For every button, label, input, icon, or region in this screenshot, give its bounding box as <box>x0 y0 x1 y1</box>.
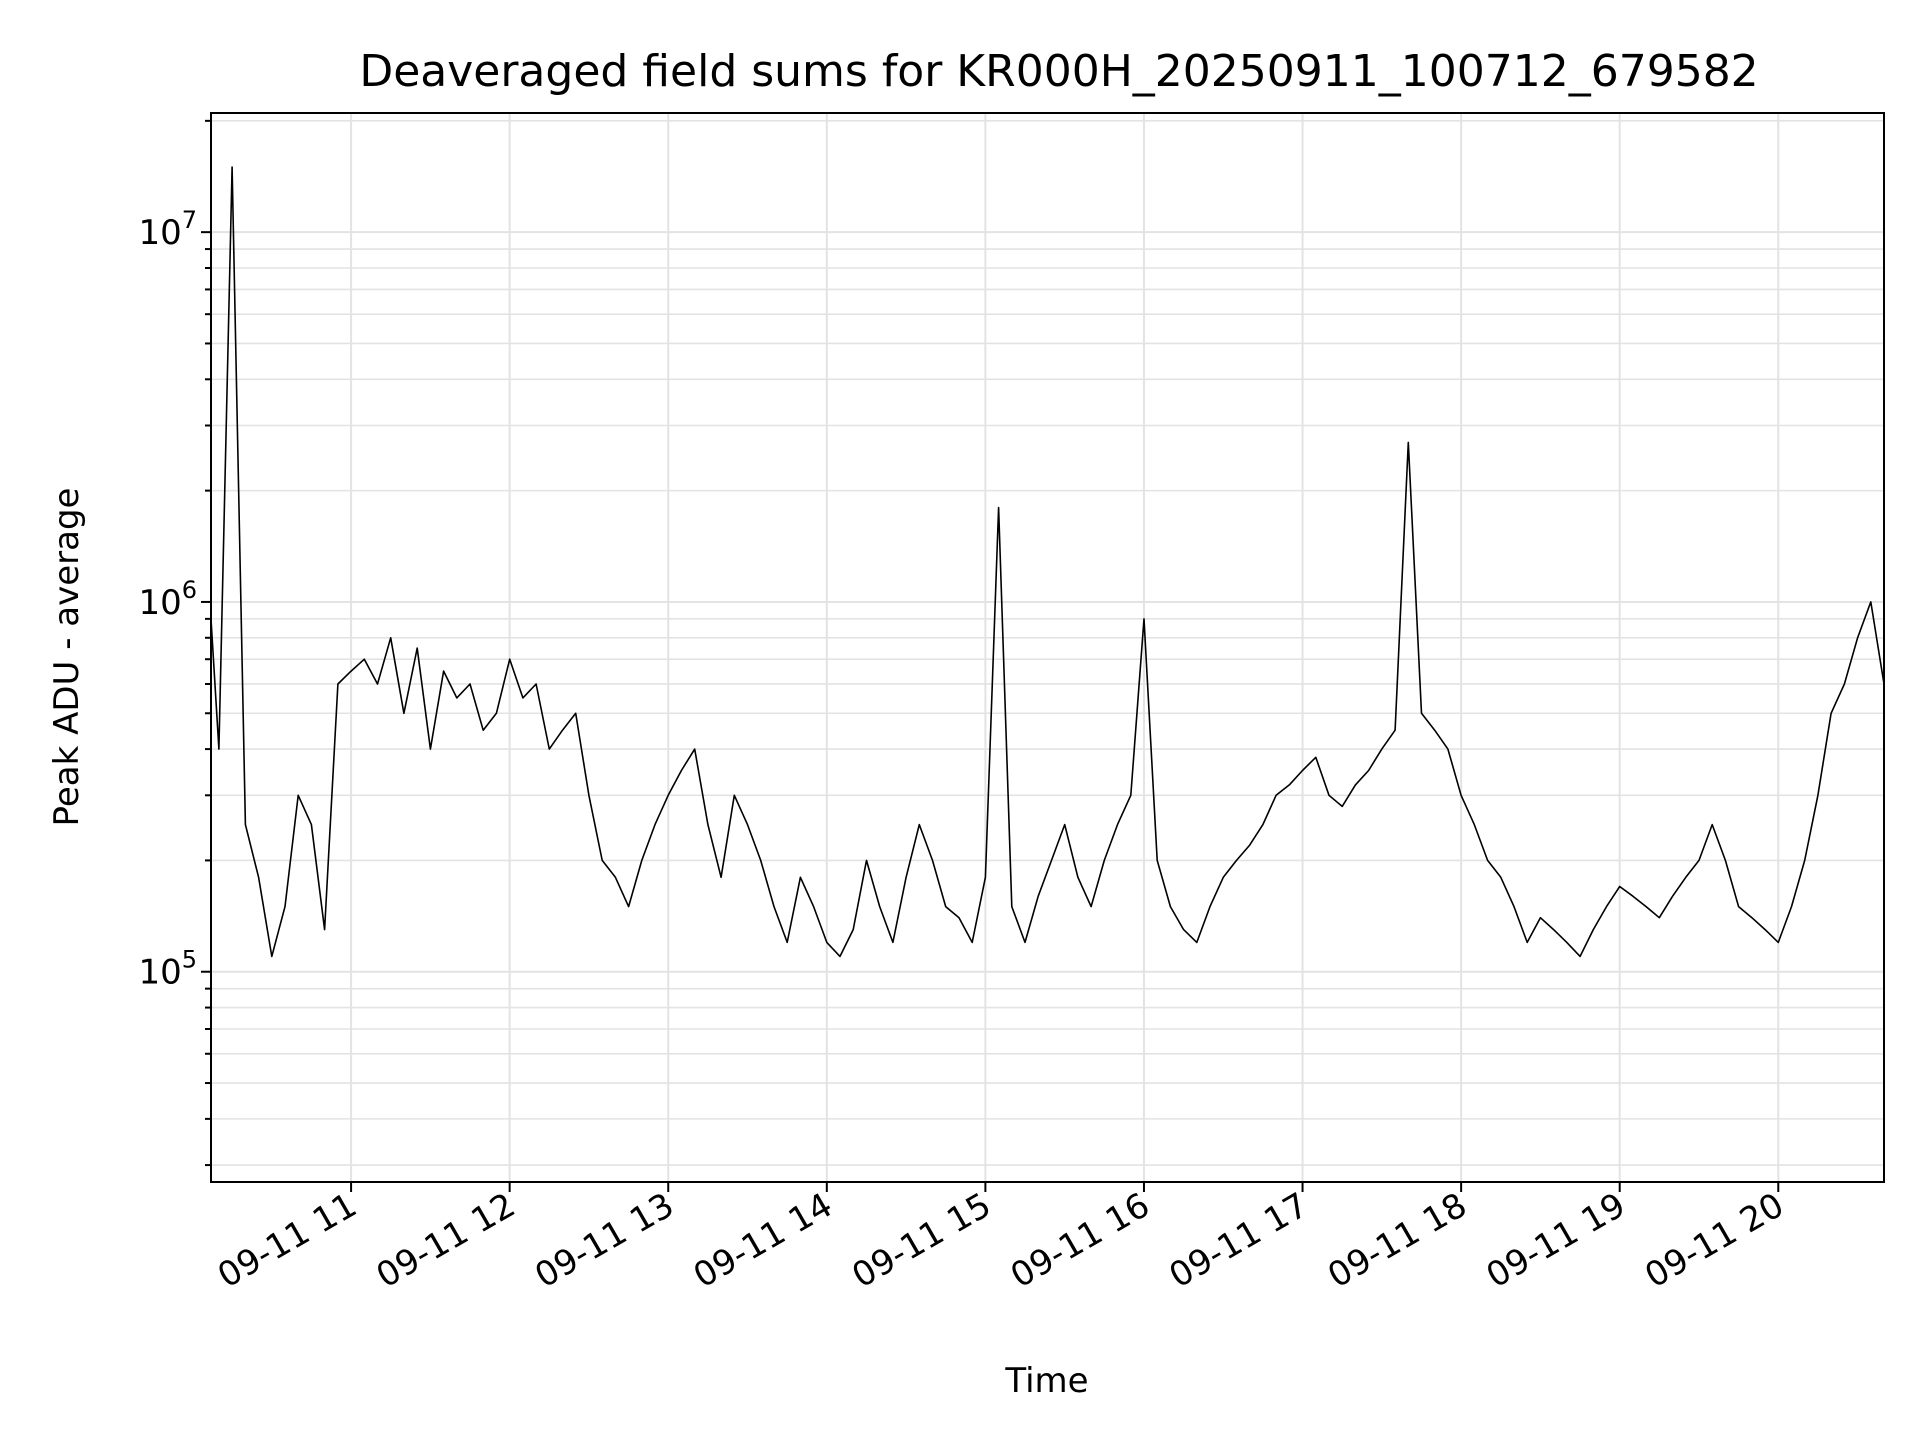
y-tick-label: 107 <box>138 206 197 253</box>
y-tick-exponent: 6 <box>182 576 197 604</box>
x-tick-label: 09-11 16 <box>1004 1185 1156 1296</box>
y-axis-label: Peak ADU - average <box>47 488 87 827</box>
y-tick-exponent: 7 <box>182 206 197 234</box>
x-axis: 09-11 11 09-11 12 09-11 13 09-11 14 09-11 15… <box>211 1182 1791 1296</box>
x-tick-label: 09-11 12 <box>370 1185 522 1296</box>
chart-title: Deaveraged field sums for KR000H_2025091… <box>359 46 1758 97</box>
y-tick-exponent: 5 <box>182 946 197 974</box>
x-tick-label: 09-11 15 <box>845 1185 997 1296</box>
y-tick-base: 10 <box>138 583 181 623</box>
y-tick-base: 10 <box>138 953 181 993</box>
x-tick-label: 09-11 18 <box>1321 1185 1473 1296</box>
y-tick-label: 105 <box>138 946 197 993</box>
x-tick-label: 09-11 19 <box>1480 1185 1632 1296</box>
x-tick-label: 09-11 13 <box>528 1185 680 1296</box>
x-tick-label: 09-11 20 <box>1638 1185 1790 1296</box>
series-line <box>210 166 1885 958</box>
x-axis-label: Time <box>1004 1361 1088 1401</box>
grid <box>211 113 1884 1182</box>
series-layer <box>210 166 1885 958</box>
y-tick-label: 106 <box>138 576 197 623</box>
y-tick-base: 10 <box>138 213 181 253</box>
x-tick-label: 09-11 14 <box>687 1185 839 1296</box>
plot-frame <box>210 112 1885 1183</box>
x-tick-label: 09-11 11 <box>211 1185 363 1296</box>
x-tick-label: 09-11 17 <box>1163 1185 1315 1296</box>
